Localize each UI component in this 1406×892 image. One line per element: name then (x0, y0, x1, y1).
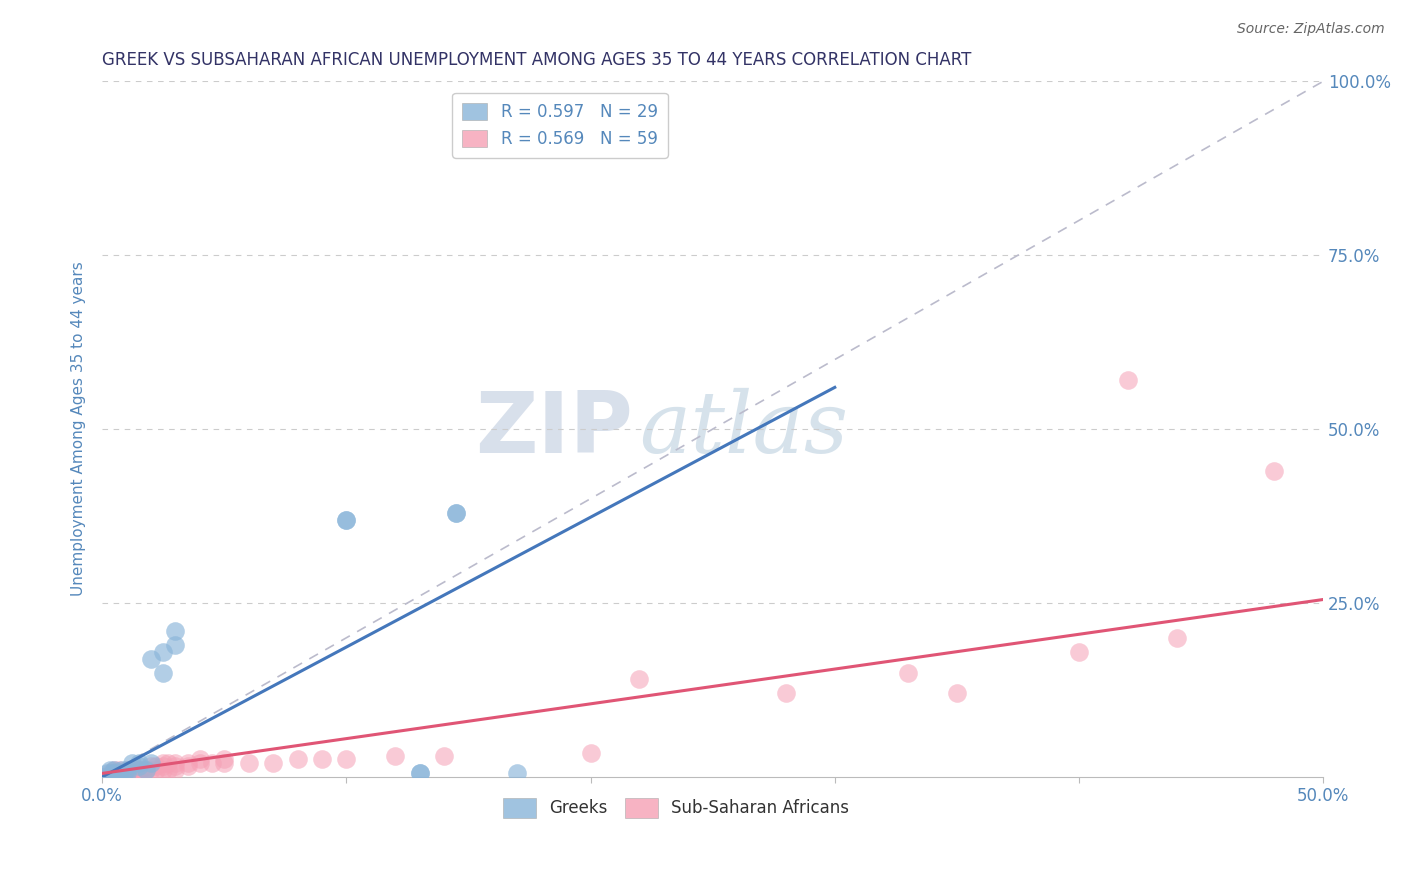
Point (96, 770, 118, 784)
Legend: Greeks, Sub-Saharan Africans: Greeks, Sub-Saharan Africans (496, 791, 856, 824)
Point (129, 763, 152, 777)
Point (145, 759, 167, 773)
Point (775, 686, 797, 700)
Point (139, 759, 162, 773)
Point (214, 752, 236, 766)
Point (122, 766, 145, 780)
Point (111, 763, 134, 777)
Point (506, 766, 529, 780)
Point (98, 766, 121, 780)
Point (188, 756, 211, 770)
Point (96, 766, 118, 780)
Point (98, 763, 121, 777)
Point (628, 673, 651, 687)
Point (125, 763, 148, 777)
Point (115, 770, 138, 784)
Point (103, 763, 125, 777)
Point (103, 766, 125, 780)
Point (128, 763, 150, 777)
Point (165, 756, 187, 770)
Point (157, 756, 180, 770)
Point (122, 763, 145, 777)
Point (408, 766, 430, 780)
Point (135, 763, 157, 777)
Point (152, 759, 174, 773)
Point (214, 756, 236, 770)
Text: atlas: atlas (640, 388, 849, 470)
Point (897, 665, 920, 680)
Point (135, 763, 157, 777)
Point (108, 763, 131, 777)
Point (1067, 645, 1090, 659)
Point (121, 763, 143, 777)
Point (152, 645, 174, 659)
Point (446, 506, 468, 520)
Point (128, 766, 150, 780)
Point (101, 766, 124, 780)
Point (115, 763, 138, 777)
Point (139, 756, 162, 770)
Point (262, 756, 284, 770)
Point (165, 624, 187, 638)
Point (112, 766, 135, 780)
Point (91, 770, 114, 784)
Point (176, 759, 198, 773)
Point (165, 763, 187, 777)
Point (105, 770, 128, 784)
Point (287, 752, 309, 766)
Point (101, 766, 124, 780)
Point (91, 770, 114, 784)
Point (165, 759, 187, 773)
Point (108, 766, 131, 780)
Point (118, 766, 141, 780)
Point (165, 638, 187, 652)
Point (1116, 373, 1139, 387)
Text: ZIP: ZIP (475, 388, 633, 471)
Point (128, 759, 150, 773)
Point (139, 763, 162, 777)
Point (152, 763, 174, 777)
Point (433, 749, 456, 764)
Point (579, 746, 602, 760)
Point (111, 766, 134, 780)
Point (105, 766, 128, 780)
Point (152, 665, 174, 680)
Point (128, 756, 150, 770)
Point (446, 506, 468, 520)
Point (121, 756, 143, 770)
Point (311, 752, 333, 766)
Point (335, 512, 357, 526)
Point (157, 763, 180, 777)
Point (152, 756, 174, 770)
Y-axis label: Unemployment Among Ages 35 to 44 years: Unemployment Among Ages 35 to 44 years (72, 261, 86, 597)
Point (1263, 464, 1285, 478)
Text: Source: ZipAtlas.com: Source: ZipAtlas.com (1237, 22, 1385, 37)
Point (145, 763, 167, 777)
Point (188, 752, 211, 766)
Point (335, 752, 357, 766)
Point (238, 756, 260, 770)
Point (946, 686, 969, 700)
Point (1166, 631, 1188, 645)
Point (115, 766, 138, 780)
Point (103, 763, 125, 777)
Point (128, 763, 150, 777)
Point (176, 756, 198, 770)
Point (408, 766, 430, 780)
Point (335, 512, 357, 526)
Point (115, 766, 138, 780)
Point (103, 766, 125, 780)
Text: GREEK VS SUBSAHARAN AFRICAN UNEMPLOYMENT AMONG AGES 35 TO 44 YEARS CORRELATION C: GREEK VS SUBSAHARAN AFRICAN UNEMPLOYMENT… (103, 51, 972, 69)
Point (201, 756, 224, 770)
Point (115, 763, 138, 777)
Point (112, 766, 135, 780)
Point (132, 763, 155, 777)
Point (139, 651, 162, 665)
Point (384, 749, 406, 764)
